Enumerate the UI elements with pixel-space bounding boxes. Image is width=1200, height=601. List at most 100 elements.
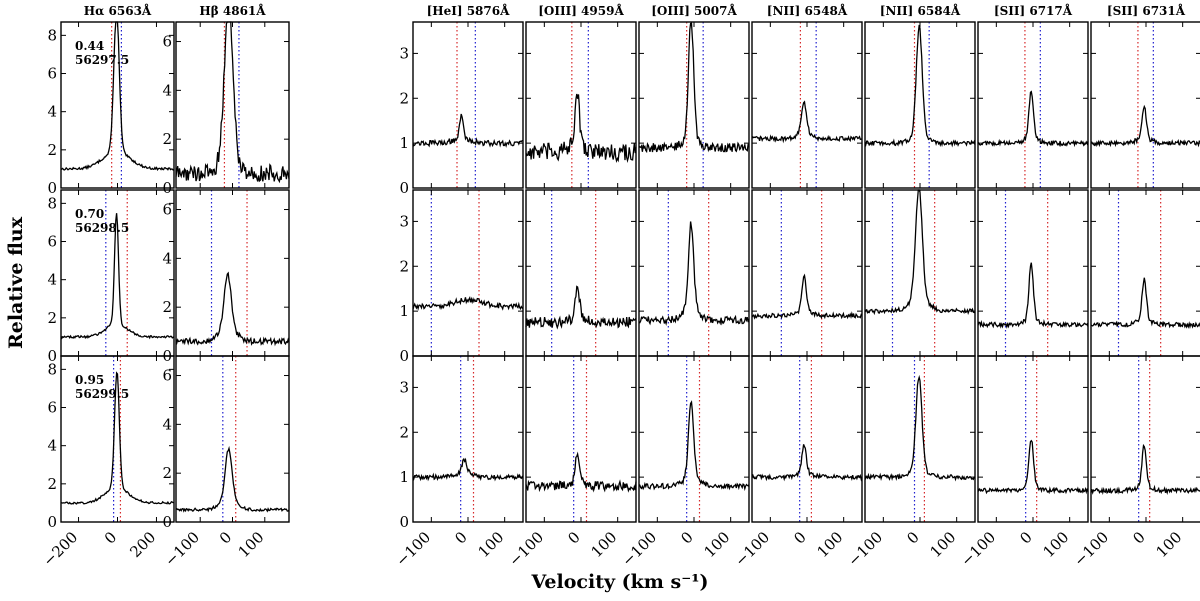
y-tick-label: 2 [162,464,172,482]
spectrum-line [751,100,863,144]
panel [977,189,1089,357]
spectrum-line [175,21,290,184]
panel: 0 1 2 3 [399,189,524,365]
x-tick-label: 100 [1153,528,1186,561]
panel-frame [525,189,637,357]
x-tick-label: 0 [564,528,583,547]
x-tick-label: 0 [790,528,809,547]
panel-frame [60,355,175,523]
panel-frame [1090,21,1200,189]
y-tick-label: 1 [399,468,409,486]
x-tick-label: 200 [126,528,159,561]
x-tick-label: −100 [161,528,203,570]
panel-frame [977,21,1089,189]
phase-annotation: 0.70 [75,207,104,221]
mjd-annotation: 56299.5 [75,387,129,401]
panel: −100 0 100 [957,355,1089,570]
panel [977,21,1089,189]
x-tick-label: 100 [588,528,621,561]
y-tick-label: 8 [47,360,57,378]
spectrum-line [751,444,863,482]
y-tick-label: 0 [47,179,57,197]
phase-annotation: 0.95 [75,373,104,387]
y-tick-label: 2 [47,141,57,159]
x-tick-label: 100 [1040,528,1073,561]
spectrum-line [639,221,750,327]
x-tick-label: −100 [957,528,999,570]
x-tick-label: 0 [451,528,470,547]
spectrum-line [412,113,523,148]
y-tick-label: 0 [399,347,409,365]
panel-frame [525,355,637,523]
x-tick-label: 100 [701,528,734,561]
panel [525,189,637,357]
y-tick-label: 0 [399,179,409,197]
spectrum-line [751,273,863,320]
spectrum-line [1090,104,1200,148]
y-tick-label: 8 [47,194,57,212]
y-tick-label: 6 [47,233,57,251]
y-tick-label: 2 [399,257,409,275]
panel [525,21,637,189]
column-title: Hα 6563Å [84,3,152,18]
spectrum-line [175,445,290,513]
x-tick-label: −200 [39,528,81,570]
y-tick-label: 0 [47,347,57,365]
spectrum-line [977,90,1089,148]
phase-annotation: 0.44 [75,39,104,53]
panel [638,21,750,189]
x-tick-label: −100 [731,528,773,570]
x-tick-label: −100 [1070,528,1112,570]
y-tick-label: 3 [399,378,409,396]
y-tick-label: 4 [162,81,172,99]
panel: −100 0 100 [618,355,750,570]
x-tick-label: −100 [618,528,660,570]
panel-frame [638,355,750,523]
panel-frame [412,189,524,357]
spectrum-line [412,296,524,311]
spectrum-line [525,93,637,163]
panel [1090,21,1200,189]
panel-frame [175,355,290,523]
column-title: [SII] 6717Å [994,3,1073,18]
spectrum-line [1090,277,1200,329]
x-tick-label: 0 [1016,528,1035,547]
y-tick-label: 3 [399,44,409,62]
y-tick-label: 4 [47,271,57,289]
spectrum-line [525,285,637,330]
y-tick-label: 3 [399,212,409,230]
panel-frame [412,21,524,189]
spectrum-line [525,451,637,493]
panel [864,21,976,189]
panel: −100 0 100 [505,355,637,570]
spectrum-line [864,24,976,148]
y-tick-label: 0 [47,513,57,531]
panel-frame [175,21,290,189]
y-tick-label: 0 [399,513,409,531]
y-tick-label: 6 [47,399,57,417]
panel-frame [1090,355,1200,523]
panel-frame [638,21,750,189]
x-tick-label: 0 [677,528,696,547]
spectrum-line [638,22,750,154]
x-tick-label: 0 [216,528,235,547]
y-tick-label: 6 [162,201,172,219]
panel-frame [412,355,524,523]
y-tick-label: 8 [47,26,57,44]
column-title: [NII] 6548Å [767,3,848,18]
panel-frame [751,355,863,523]
panel [1090,189,1200,357]
spectrum-line [412,457,524,482]
column-title: [OIII] 4959Å [538,3,624,18]
y-tick-label: 2 [47,475,57,493]
x-tick-label: 100 [475,528,508,561]
column-title: [HeI] 5876Å [427,3,511,18]
x-tick-label: −100 [505,528,547,570]
spectrum-line [864,189,976,316]
spectrum-line [977,439,1089,495]
y-tick-label: 6 [47,65,57,83]
spectrum-line [175,271,290,347]
